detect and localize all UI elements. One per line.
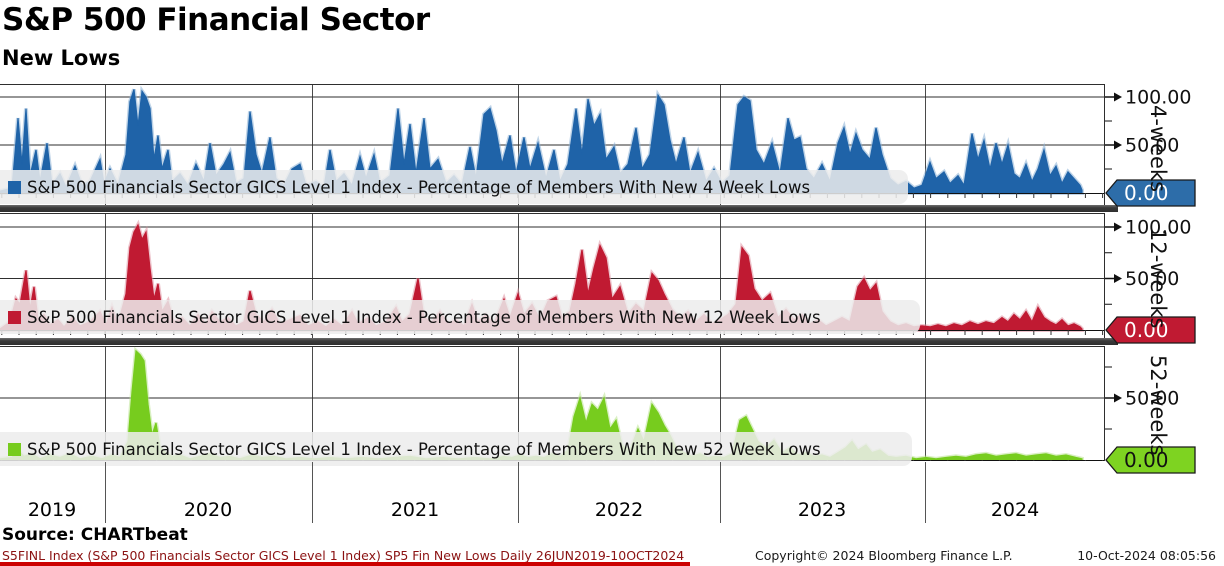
axis-title-4-weeks: 4-weeks — [1146, 105, 1170, 193]
legend-label: S&P 500 Financials Sector GICS Level 1 I… — [27, 439, 821, 459]
last-value-label: 0.00 — [1124, 448, 1169, 472]
source-line: Source: CHARTbeat — [2, 525, 188, 545]
year-label-2022: 2022 — [594, 499, 644, 521]
axis-tick-arrow-icon — [1114, 92, 1122, 102]
axis-title-12-weeks: 12-weeks — [1146, 228, 1170, 329]
last-value-tag[interactable] — [1105, 446, 1196, 474]
legend-swatch-icon — [8, 442, 21, 456]
last-value-tag[interactable] — [1105, 179, 1196, 207]
last-value-label: 0.00 — [1124, 318, 1169, 342]
legend-swatch-icon — [8, 180, 21, 194]
legend-52-weeks: S&P 500 Financials Sector GICS Level 1 I… — [0, 432, 912, 466]
axis-tick-label: 50.00 — [1125, 135, 1179, 157]
legend-swatch-icon — [8, 310, 21, 324]
year-separator — [105, 462, 106, 523]
year-label-2023: 2023 — [797, 499, 847, 521]
last-value-tag[interactable] — [1105, 316, 1196, 344]
axis-tick-label: 50.00 — [1125, 268, 1179, 290]
axis-tick-label: 100.00 — [1125, 87, 1191, 109]
year-label-2021: 2021 — [390, 499, 440, 521]
series-area — [0, 89, 1083, 194]
last-value-label: 0.00 — [1124, 181, 1169, 205]
axis-title-52-weeks: 52-weeks — [1146, 355, 1170, 456]
page-subtitle: New Lows — [2, 46, 121, 70]
year-separator — [720, 462, 721, 523]
legend-label: S&P 500 Financials Sector GICS Level 1 I… — [27, 177, 811, 197]
year-separator — [925, 462, 926, 523]
panel-separator[interactable] — [0, 205, 1118, 212]
right-axis: 100.00 50.00 0.00 100.00 50.00 0.00 50.00 0.00 — [1105, 87, 1196, 474]
year-separator — [312, 462, 313, 523]
axis-tick-arrow-icon — [1114, 274, 1122, 283]
terminal-bottom-bar — [0, 562, 690, 566]
panel-separator[interactable] — [0, 338, 1118, 345]
axis-tick-arrow-icon — [1114, 393, 1122, 403]
axis-tick-label: 50.00 — [1125, 388, 1179, 410]
year-separator — [518, 462, 519, 523]
year-label-2020: 2020 — [183, 499, 233, 521]
axis-tick-arrow-icon — [1114, 222, 1122, 232]
footer-security-info: S5FINL Index (S&P 500 Financials Sector … — [2, 548, 685, 563]
legend-label: S&P 500 Financials Sector GICS Level 1 I… — [27, 307, 821, 327]
legend-4-weeks: S&P 500 Financials Sector GICS Level 1 I… — [0, 170, 908, 204]
footer-timestamp: 10-Oct-2024 08:05:56 — [1077, 548, 1216, 563]
footer-copyright: Copyright© 2024 Bloomberg Finance L.P. — [755, 548, 1013, 563]
page-title: S&P 500 Financial Sector — [2, 2, 430, 38]
axis-tick-label: 100.00 — [1125, 217, 1191, 239]
axis-tick-arrow-icon — [1114, 140, 1122, 150]
year-label-2024: 2024 — [990, 499, 1040, 521]
year-label-2019: 2019 — [27, 499, 77, 521]
legend-12-weeks: S&P 500 Financials Sector GICS Level 1 I… — [0, 300, 920, 334]
